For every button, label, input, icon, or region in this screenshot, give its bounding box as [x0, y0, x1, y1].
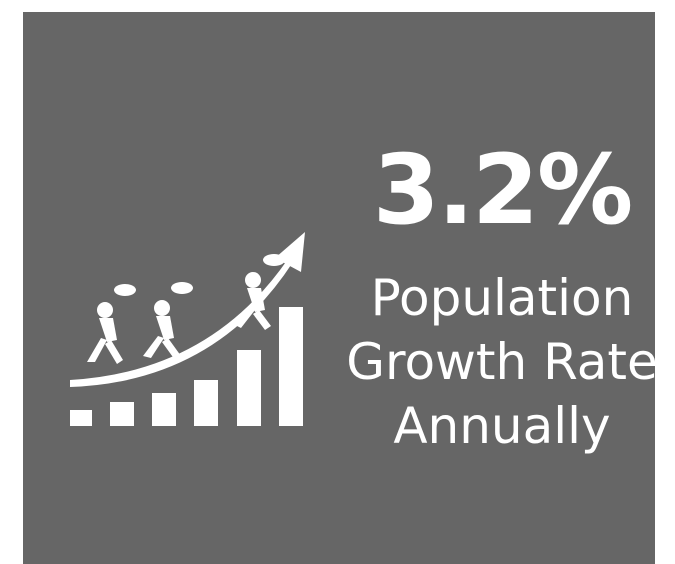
- growth-stat: 3.2% Population Growth Rate Annually: [327, 142, 675, 458]
- stat-caption-line-1: Population: [370, 269, 634, 327]
- stat-caption-line-3: Annually: [393, 397, 611, 455]
- infographic-card: 3.2% Population Growth Rate Annually: [23, 12, 658, 564]
- population-growth-illustration: [70, 232, 305, 426]
- stat-caption-line-2: Growth Rate: [346, 333, 658, 391]
- bar-chart-icon: [70, 307, 303, 426]
- person-icon: [143, 282, 193, 360]
- person-icon: [233, 254, 285, 330]
- stat-value: 3.2%: [372, 134, 633, 246]
- person-icon: [87, 284, 136, 364]
- stat-caption: Population Growth Rate Annually: [327, 266, 675, 458]
- climbing-people-icon: [87, 254, 285, 364]
